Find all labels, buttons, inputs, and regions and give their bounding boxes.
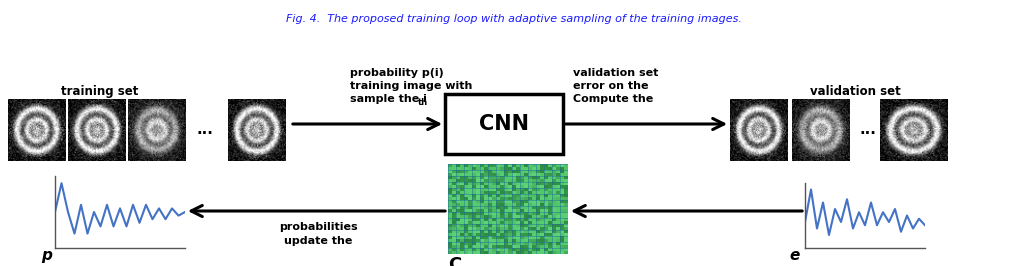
Text: CNN: CNN	[480, 114, 529, 134]
Text: Compute the: Compute the	[573, 94, 653, 104]
Text: sample the i: sample the i	[350, 94, 427, 104]
Bar	[445, 94, 563, 154]
Text: e: e	[789, 248, 800, 263]
Text: th: th	[418, 98, 428, 107]
Text: update the: update the	[284, 236, 352, 246]
Text: probability p(i): probability p(i)	[350, 68, 443, 78]
Text: training image with: training image with	[350, 81, 472, 91]
Text: p: p	[41, 248, 52, 263]
Text: validation set: validation set	[573, 68, 659, 78]
Text: ...: ...	[197, 123, 213, 138]
Text: Fig. 4.  The proposed training loop with adaptive sampling of the training image: Fig. 4. The proposed training loop with …	[286, 14, 742, 24]
Text: validation set: validation set	[810, 85, 900, 98]
Text: C: C	[448, 256, 461, 266]
Text: training set: training set	[62, 85, 139, 98]
Text: probabilities: probabilities	[279, 222, 357, 232]
Text: error on the: error on the	[573, 81, 648, 91]
Text: ...: ...	[859, 123, 877, 138]
